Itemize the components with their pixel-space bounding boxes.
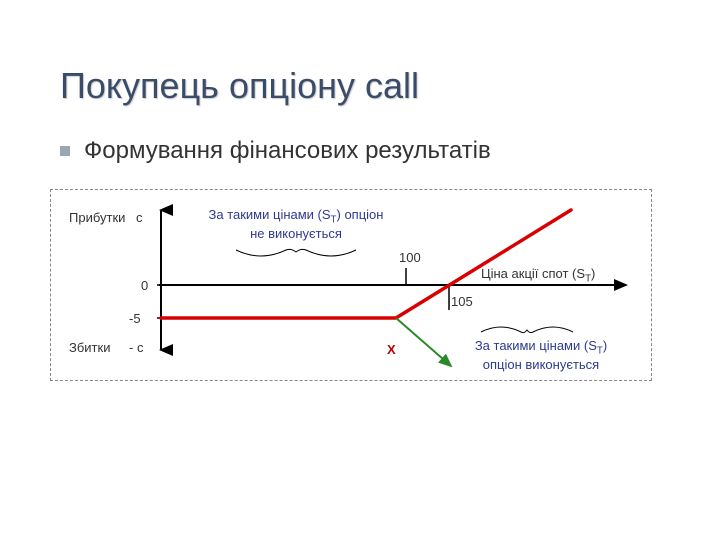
strike-x-marker: X	[387, 342, 396, 358]
bullet-text: Формування фінансових результатів	[84, 137, 491, 165]
caption-exercised: За такими цінами (ST) опціон виконується	[446, 338, 636, 373]
label-losses: Збитки	[69, 340, 110, 356]
label-minus-c: - с	[129, 340, 143, 356]
label-minus5: -5	[129, 311, 141, 327]
label-zero: 0	[141, 278, 148, 294]
x-axis-label: Ціна акції спот (ST)	[481, 266, 595, 285]
green-pointer	[396, 318, 451, 366]
slide-title: Покупець опціону call	[60, 65, 680, 107]
payoff-diagram: Прибутки с 0 -5 Збитки - с 100 105 Ціна …	[50, 189, 652, 381]
label-profits: Прибутки	[69, 210, 125, 226]
caption-not-exercised: За такими цінами (ST) опціон не виконуєт…	[196, 207, 396, 242]
label-c-top: с	[136, 210, 143, 226]
bullet-row: Формування фінансових результатів	[60, 137, 680, 165]
label-100: 100	[399, 250, 421, 266]
brace-top	[236, 249, 356, 256]
brace-right	[481, 327, 573, 333]
square-bullet-icon	[60, 146, 70, 156]
label-105: 105	[451, 294, 473, 310]
